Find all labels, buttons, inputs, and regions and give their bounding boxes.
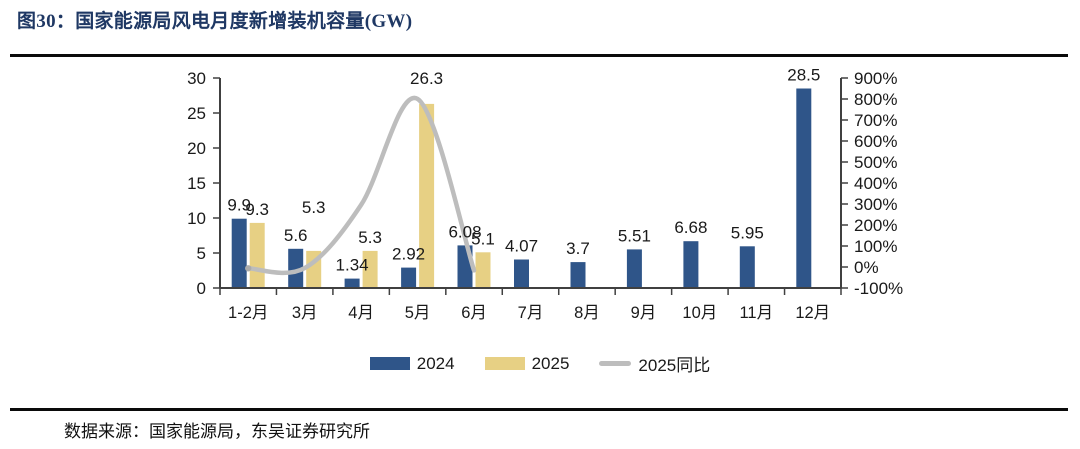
svg-text:4月: 4月 [348, 304, 374, 322]
svg-text:15: 15 [187, 174, 206, 193]
legend-item-2024: 2024 [369, 353, 455, 374]
svg-text:5: 5 [197, 244, 206, 263]
yoy-line-start-marker [245, 265, 252, 272]
legend-swatch-yoy-line [599, 361, 632, 366]
svg-text:5.1: 5.1 [471, 229, 495, 248]
svg-text:10月: 10月 [682, 304, 717, 322]
bars-2025 [249, 103, 491, 289]
bars-2024 [231, 88, 812, 288]
svg-text:30: 30 [187, 69, 206, 88]
svg-text:20: 20 [187, 139, 206, 158]
svg-text:5.3: 5.3 [358, 228, 382, 247]
x-axis [219, 287, 842, 295]
svg-text:1.34: 1.34 [336, 256, 369, 275]
svg-text:5.95: 5.95 [731, 223, 764, 242]
svg-text:26.3: 26.3 [410, 69, 443, 88]
svg-text:0%: 0% [854, 258, 879, 277]
svg-text:5.3: 5.3 [302, 198, 326, 217]
svg-text:9.9: 9.9 [227, 196, 251, 215]
divider-top [10, 54, 1068, 57]
x-labels: 1-2月 3月 4月 5月 6月 7月 8月 9月 10月 11月 12月 [228, 304, 830, 322]
source-note: 数据来源：国家能源局，东吴证券研究所 [64, 422, 370, 441]
right-axis: -100% 0% 100% 200% 300% 400% 500% 600% 700% 800% 9… [840, 69, 903, 298]
legend-swatch-2024 [369, 357, 410, 370]
svg-text:5.51: 5.51 [618, 226, 651, 245]
legend-item-yoy: 2025同比 [599, 351, 710, 376]
svg-text:5月: 5月 [405, 304, 431, 322]
svg-text:900%: 900% [854, 69, 897, 88]
svg-text:400%: 400% [854, 174, 897, 193]
svg-text:5.6: 5.6 [284, 226, 308, 245]
svg-text:700%: 700% [854, 111, 897, 130]
svg-text:2.92: 2.92 [392, 245, 425, 264]
legend-item-2025: 2025 [484, 353, 570, 374]
svg-text:12月: 12月 [795, 304, 830, 322]
svg-text:500%: 500% [854, 153, 897, 172]
svg-text:200%: 200% [854, 216, 897, 235]
svg-text:800%: 800% [854, 90, 897, 109]
svg-text:6月: 6月 [461, 304, 487, 322]
data-labels: 9.9 5.6 1.34 2.92 6.08 4.07 3.7 5.51 6.68 5.95 28.… [227, 66, 820, 275]
svg-text:0: 0 [197, 279, 206, 298]
svg-text:4.07: 4.07 [505, 237, 538, 256]
svg-text:-100%: -100% [854, 279, 903, 298]
legend-label-yoy: 2025同比 [638, 356, 711, 375]
svg-text:3月: 3月 [292, 304, 318, 322]
svg-text:1-2月: 1-2月 [228, 304, 268, 322]
svg-text:28.5: 28.5 [787, 66, 820, 85]
figure-title: 图30：国家能源局风电月度新增装机容量(GW) [17, 11, 413, 32]
svg-text:6.08: 6.08 [448, 222, 481, 241]
svg-text:3.7: 3.7 [566, 239, 590, 258]
legend-label-2024: 2024 [416, 353, 455, 373]
svg-text:9.3: 9.3 [245, 200, 269, 219]
svg-text:100%: 100% [854, 237, 897, 256]
svg-text:600%: 600% [854, 132, 897, 151]
svg-text:9月: 9月 [631, 304, 657, 322]
svg-text:300%: 300% [854, 195, 897, 214]
svg-text:11月: 11月 [739, 304, 773, 322]
svg-text:7月: 7月 [518, 304, 544, 322]
svg-text:25: 25 [187, 104, 206, 123]
left-axis: 0 5 10 15 20 25 30 [187, 69, 221, 298]
svg-text:6.68: 6.68 [674, 218, 707, 237]
yoy-line [245, 95, 477, 276]
chart-legend: 2024 2025 2025同比 [0, 351, 1080, 376]
svg-text:10: 10 [187, 209, 206, 228]
legend-swatch-2025 [484, 357, 525, 370]
divider-bottom [10, 408, 1068, 411]
legend-label-2025: 2025 [531, 353, 570, 373]
svg-text:8月: 8月 [574, 304, 600, 322]
